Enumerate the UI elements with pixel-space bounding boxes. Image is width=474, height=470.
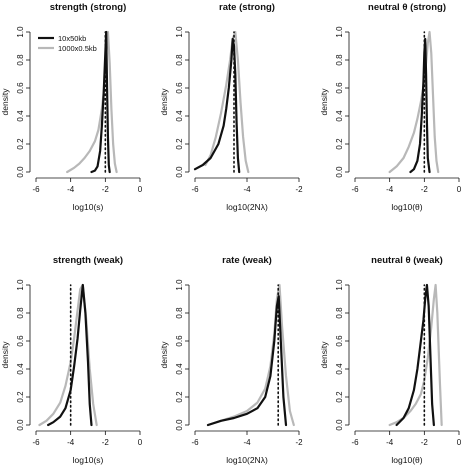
x-tick-label: -6 — [351, 438, 359, 447]
y-tick-label: 0.2 — [335, 138, 344, 150]
density-curve-series-1 — [206, 295, 288, 427]
x-tick-label: -6 — [351, 185, 359, 194]
chart-panel-4: strength (weak) -6 -4 -2 0 0.0 0.2 0.4 0.6 0.8 1.0… — [0, 255, 143, 465]
y-tick-label: 0.4 — [335, 363, 344, 375]
x-tick-label: 0 — [138, 438, 143, 447]
legend-label: 10x50kb — [58, 34, 86, 43]
x-tick-label: -6 — [32, 185, 40, 194]
y-axis-label: density — [159, 88, 169, 116]
density-curve-series-2 — [388, 283, 443, 427]
panel-title: neutral θ (weak) — [371, 255, 443, 266]
x-tick-label: -4 — [67, 438, 75, 447]
y-tick-label: 0.2 — [335, 391, 344, 403]
y-tick-label: 0.4 — [175, 363, 184, 375]
y-tick-label: 0.4 — [16, 363, 25, 375]
x-axis-label: log10(s) — [73, 455, 104, 465]
y-axis-label: density — [0, 88, 10, 116]
y-tick-label: 0.8 — [335, 54, 344, 66]
y-tick-label: 0.0 — [175, 166, 184, 178]
x-axis-label: log10(2Nλ) — [226, 455, 268, 465]
y-tick-label: 0.6 — [16, 82, 25, 94]
y-axis-label: density — [319, 88, 329, 116]
x-tick-label: -6 — [191, 185, 199, 194]
chart-panel-6: neutral θ (weak) -6 -4 -2 0 0.0 0.2 0.4 0.6 0.8 1.… — [319, 255, 462, 465]
chart-panel-1: strength (strong) -6 -4 -2 0 0.0 0.2 0.4 0.6 0.8 1… — [0, 2, 143, 212]
density-curve-series-1 — [193, 37, 241, 174]
x-tick-label: -2 — [102, 185, 110, 194]
y-tick-label: 1.0 — [335, 279, 344, 291]
legend-label: 1000x0.5kb — [58, 44, 97, 53]
chart-panel-5: rate (weak) -6 -4 -2 0.0 0.2 0.4 0.6 0.8 1.0 log10… — [159, 255, 303, 465]
y-tick-label: 1.0 — [175, 26, 184, 38]
x-tick-label: -6 — [191, 438, 199, 447]
x-tick-label: -4 — [67, 185, 75, 194]
chart-panel-2: rate (strong) -6 -4 -2 0.0 0.2 0.4 0.6 0.8 1.0 log… — [159, 2, 303, 212]
panel-title: rate (weak) — [222, 255, 272, 266]
density-curve-series-2 — [388, 30, 440, 174]
density-curve-series-2 — [38, 283, 98, 427]
y-tick-label: 0.0 — [335, 419, 344, 431]
y-tick-label: 0.8 — [16, 307, 25, 319]
panel-title: neutral θ (strong) — [368, 2, 446, 13]
y-tick-label: 1.0 — [175, 279, 184, 291]
y-tick-label: 0.8 — [175, 307, 184, 319]
y-tick-label: 1.0 — [16, 26, 25, 38]
x-axis-label: log10(s) — [73, 202, 104, 212]
y-tick-label: 0.8 — [335, 307, 344, 319]
y-tick-label: 0.8 — [175, 54, 184, 66]
y-tick-label: 0.8 — [16, 54, 25, 66]
x-tick-label: -4 — [386, 185, 394, 194]
x-tick-label: -4 — [243, 185, 251, 194]
chart-panel-3: neutral θ (strong) -6 -4 -2 0 0.0 0.2 0.4 0.6 0.8… — [319, 2, 462, 212]
x-tick-label: -4 — [243, 438, 251, 447]
x-axis-label: log10(θ) — [391, 455, 422, 465]
density-curve-series-1 — [90, 30, 111, 174]
y-tick-label: 0.6 — [175, 335, 184, 347]
y-tick-label: 1.0 — [16, 279, 25, 291]
x-tick-label: -2 — [421, 185, 429, 194]
x-tick-label: 0 — [457, 185, 462, 194]
x-axis-label: log10(2Nλ) — [226, 202, 268, 212]
x-tick-label: -2 — [421, 438, 429, 447]
y-tick-label: 0.2 — [16, 138, 25, 150]
y-tick-label: 0.6 — [175, 82, 184, 94]
x-tick-label: -2 — [295, 185, 303, 194]
panel-title: rate (strong) — [219, 2, 275, 13]
panel-title: strength (weak) — [53, 255, 123, 266]
density-curve-series-1 — [395, 283, 435, 427]
x-tick-label: -6 — [32, 438, 40, 447]
y-tick-label: 0.4 — [335, 110, 344, 122]
y-tick-label: 0.6 — [16, 335, 25, 347]
x-tick-label: 0 — [457, 438, 462, 447]
y-axis-label: density — [159, 341, 169, 369]
y-tick-label: 0.4 — [175, 110, 184, 122]
density-curve-series-1 — [47, 283, 93, 427]
y-tick-label: 0.2 — [175, 138, 184, 150]
panel-title: strength (strong) — [50, 2, 127, 13]
y-tick-label: 0.0 — [175, 419, 184, 431]
y-axis-label: density — [319, 341, 329, 369]
x-tick-label: -2 — [102, 438, 110, 447]
y-tick-label: 0.4 — [16, 110, 25, 122]
y-tick-label: 1.0 — [335, 26, 344, 38]
y-tick-label: 0.0 — [16, 166, 25, 178]
x-axis-label: log10(θ) — [391, 202, 422, 212]
x-tick-label: 0 — [138, 185, 143, 194]
y-tick-label: 0.2 — [175, 391, 184, 403]
y-tick-label: 0.0 — [16, 419, 25, 431]
y-tick-label: 0.6 — [335, 82, 344, 94]
x-tick-label: -2 — [295, 438, 303, 447]
y-axis-label: density — [0, 341, 10, 369]
x-tick-label: -4 — [386, 438, 394, 447]
y-tick-label: 0.6 — [335, 335, 344, 347]
y-tick-label: 0.0 — [335, 166, 344, 178]
y-tick-label: 0.2 — [16, 391, 25, 403]
